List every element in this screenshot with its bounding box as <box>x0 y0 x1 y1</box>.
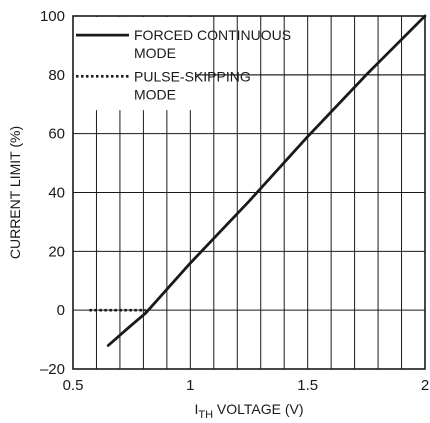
x-tick-labels: 0.5 1 1.5 2 <box>63 377 430 394</box>
y-tick-labels: –20 0 20 40 60 80 100 <box>40 8 65 378</box>
legend-label-forced-continuous-line2: MODE <box>134 45 176 61</box>
legend-label-pulse-skipping-line2: MODE <box>134 86 176 102</box>
x-tick-label: 0.5 <box>63 377 84 394</box>
x-axis-label-rest: VOLTAGE (V) <box>213 401 304 417</box>
x-axis-label-subscript: TH <box>198 409 213 421</box>
y-tick-label: –20 <box>40 361 65 378</box>
y-tick-label: 80 <box>48 67 65 84</box>
x-tick-label: 2 <box>421 377 429 394</box>
x-axis-label: ITH VOLTAGE (V) <box>194 401 303 421</box>
legend-label-pulse-skipping: PULSE-SKIPPING <box>134 68 251 84</box>
y-tick-label: 100 <box>40 8 65 25</box>
x-tick-label: 1 <box>186 377 194 394</box>
y-axis-label: CURRENT LIMIT (%) <box>7 126 23 259</box>
y-tick-label: 20 <box>48 243 65 260</box>
y-tick-label: 60 <box>48 126 65 143</box>
y-tick-label: 40 <box>48 185 65 202</box>
x-tick-label: 1.5 <box>297 377 318 394</box>
legend-label-forced-continuous: FORCED CONTINUOUS <box>134 27 291 43</box>
y-tick-label: 0 <box>57 302 65 319</box>
